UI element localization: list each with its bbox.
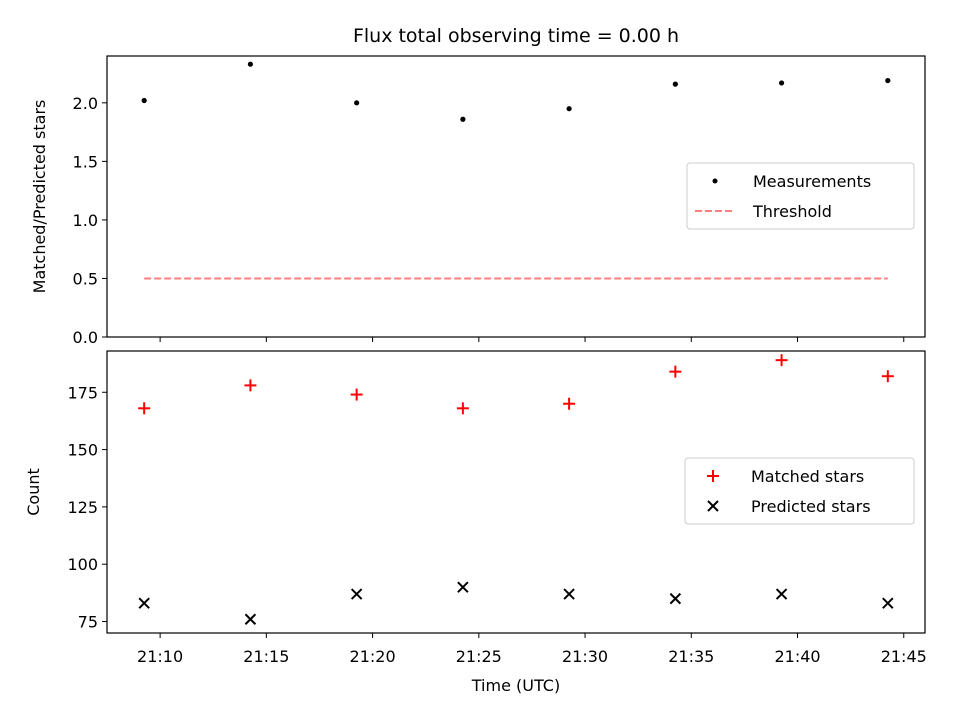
- bottom-y-tick-label: 150: [67, 441, 98, 460]
- x-axis-label: Time (UTC): [471, 676, 560, 695]
- bottom-x-tick-label: 21:40: [774, 647, 820, 666]
- bottom-x-tick-label: 21:45: [881, 647, 927, 666]
- predicted-star-point: [457, 581, 469, 593]
- measurement-point: [885, 77, 891, 84]
- predicted-star-point: [563, 588, 575, 600]
- legend-measurements-marker: [712, 178, 718, 184]
- bottom-legend-box: [684, 457, 915, 525]
- bottom-x-tick-label: 21:15: [243, 647, 289, 666]
- legend-predicted-label: Predicted stars: [751, 497, 871, 516]
- predicted-star-point: [775, 588, 788, 600]
- top-y-tick-label: 0.5: [73, 269, 98, 288]
- matched-star-point: [669, 365, 682, 378]
- bottom-y-tick-label: 100: [67, 555, 98, 574]
- bottom-y-axis-label: Count: [24, 468, 43, 516]
- bottom-x-tick-label: 21:25: [456, 647, 502, 666]
- legend-measurements-label: Measurements: [753, 172, 871, 191]
- predicted-star-point: [882, 597, 894, 609]
- bottom-x-tick-label: 21:30: [562, 647, 608, 666]
- legend-threshold-label: Threshold: [752, 202, 832, 221]
- matched-star-point: [244, 379, 257, 392]
- matched-star-point: [350, 388, 363, 401]
- top-plot-area: 0.0 0.5 1.0 1.5 2.0: [73, 61, 905, 347]
- measurement-point: [354, 100, 360, 106]
- top-panel: Flux total observing time = 0.00 h 0.00.…: [30, 25, 926, 347]
- top-y-axis-label: Matched/Predicted stars: [30, 100, 49, 294]
- matched-star-point: [563, 397, 576, 410]
- predicted-star-point: [138, 597, 150, 609]
- predicted-star-point: [669, 592, 682, 605]
- bottom-y-tick-label: 175: [67, 383, 98, 402]
- measurement-point: [566, 106, 572, 112]
- measurement-point: [778, 80, 785, 86]
- bottom-plot-area: 75 100 125 150 175 21:10 21:15 21:20 21:25 21:30 2…: [67, 354, 927, 666]
- bottom-legend: Matched stars Predicted stars: [684, 457, 915, 525]
- measurement-point: [247, 61, 254, 67]
- predicted-star-point: [350, 588, 363, 600]
- top-y-tick-label: 0.0: [73, 328, 98, 347]
- bottom-x-tick-label: 21:35: [668, 647, 714, 666]
- top-legend-box: [686, 162, 915, 230]
- measurement-point: [460, 116, 466, 122]
- bottom-x-tick-label: 21:20: [350, 647, 396, 666]
- bottom-axes-frame: [106, 350, 926, 634]
- top-y-tick-label: 2.0: [73, 94, 98, 113]
- top-legend: Measurements Threshold: [686, 162, 915, 230]
- predicted-star-point: [244, 613, 257, 625]
- bottom-y-tick-label: 75: [78, 613, 98, 632]
- matched-star-point: [881, 370, 894, 383]
- bottom-x-tick-label: 21:10: [137, 647, 183, 666]
- legend-matched-label: Matched stars: [751, 467, 864, 486]
- matched-star-point: [456, 402, 469, 415]
- legend-predicted-marker: [707, 500, 719, 512]
- bottom-y-tick-label: 125: [67, 498, 98, 517]
- measurement-point: [141, 97, 147, 104]
- bottom-panel: 75 100 125 150 175 21:10 21:15 21:20 21:25 21:30 2…: [24, 350, 927, 695]
- matched-star-point: [775, 354, 788, 367]
- top-y-tick-label: 1.5: [73, 152, 98, 171]
- legend-matched-marker: [707, 470, 719, 482]
- chart-title: Flux total observing time = 0.00 h: [353, 25, 679, 47]
- matched-star-point: [138, 402, 151, 415]
- measurement-point: [672, 81, 678, 87]
- top-y-tick-label: 1.0: [73, 211, 98, 230]
- top-axes-frame: [106, 55, 926, 338]
